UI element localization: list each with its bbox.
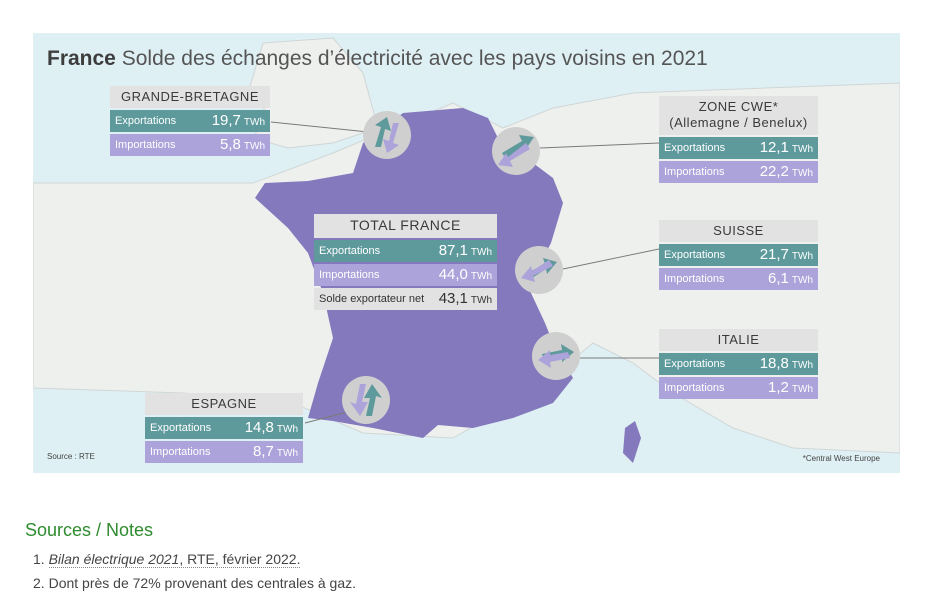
box-header-line1: ZONE CWE* (698, 99, 779, 114)
source-label: Source : RTE (47, 452, 95, 461)
unit: TWh (791, 167, 813, 179)
footnote-label: *Central West Europe (802, 454, 880, 463)
exports-row: Exportations 87,1 TWh (314, 239, 497, 262)
unit: TWh (791, 143, 813, 155)
exports-value: 14,8 (244, 419, 274, 437)
unit: TWh (791, 360, 813, 372)
exports-value: 19,7 (211, 112, 241, 130)
source-item-1: 1. Bilan électrique 2021, RTE, février 2… (33, 547, 356, 571)
exchange-icon-italie (532, 332, 580, 380)
net-label: Solde exportateur net (319, 292, 425, 305)
sources-title: Sources / Notes (25, 520, 154, 540)
imports-label: Importations (664, 273, 725, 286)
net-row: Solde exportateur net 43,1 TWh (314, 287, 497, 310)
imports-value: 5,8 (220, 136, 241, 154)
exports-label: Exportations (664, 141, 726, 154)
source-details: , RTE, février 2022. (179, 551, 301, 567)
map-title-bold: France (47, 47, 116, 70)
imports-row: Importations 8,7 TWh (145, 441, 303, 464)
source-title: Bilan électrique 2021 (48, 551, 180, 567)
box-zone-cwe: ZONE CWE* (Allemagne / Benelux) Exportat… (659, 96, 818, 183)
unit: TWh (791, 275, 813, 287)
unit: TWh (470, 246, 492, 258)
imports-row: Importations 22,2 TWh (659, 160, 818, 183)
imports-row: Importations 5,8 TWh (110, 134, 270, 157)
exports-label: Exportations (319, 244, 381, 257)
source-item-number: 1. (33, 551, 45, 567)
imports-label: Importations (319, 268, 380, 281)
unit: TWh (243, 141, 265, 153)
exchange-icon-espagne (342, 376, 390, 424)
source-link[interactable]: Bilan électrique 2021, RTE, février 2022… (48, 551, 301, 568)
exports-row: Exportations 12,1 TWh (659, 136, 818, 159)
unit: TWh (470, 294, 492, 306)
exports-row: Exportations 21,7 TWh (659, 244, 818, 267)
map-title: France Solde des échanges d’électricité … (47, 47, 708, 71)
unit: TWh (276, 448, 298, 460)
unit: TWh (470, 270, 492, 282)
source-text: Dont près de 72% provenant des centrales… (48, 575, 356, 591)
box-header: GRANDE-BRETAGNE (110, 86, 270, 109)
box-header: TOTAL FRANCE (314, 214, 497, 238)
exports-value: 18,8 (759, 355, 789, 373)
exports-value: 21,7 (759, 246, 789, 264)
imports-value: 6,1 (768, 270, 789, 288)
imports-value: 44,0 (438, 265, 468, 283)
exports-label: Exportations (150, 422, 212, 435)
imports-row: Importations 6,1 TWh (659, 268, 818, 291)
exports-label: Exportations (664, 249, 726, 262)
imports-value: 8,7 (253, 443, 274, 461)
exchange-icon-cwe (492, 127, 540, 175)
exports-value: 87,1 (438, 241, 468, 259)
box-suisse: SUISSE Exportations 21,7 TWh Importations… (659, 220, 818, 291)
sources-list: 1. Bilan électrique 2021, RTE, février 2… (33, 547, 356, 595)
imports-row: Importations 1,2 TWh (659, 377, 818, 400)
box-grande-bretagne: GRANDE-BRETAGNE Exportations 19,7 TWh Imp… (110, 86, 270, 157)
box-header: ESPAGNE (145, 393, 303, 416)
box-italie: ITALIE Exportations 18,8 TWh Importations… (659, 329, 818, 400)
exports-value: 12,1 (759, 138, 789, 156)
imports-label: Importations (664, 165, 725, 178)
imports-value: 1,2 (768, 379, 789, 397)
exchange-icon-gb (363, 111, 411, 159)
map-title-rest: Solde des échanges d’électricité avec le… (121, 47, 708, 70)
box-header: ZONE CWE* (Allemagne / Benelux) (659, 96, 818, 135)
exports-label: Exportations (115, 115, 177, 128)
imports-label: Importations (664, 382, 725, 395)
unit: TWh (276, 424, 298, 436)
imports-label: Importations (150, 446, 211, 459)
imports-value: 22,2 (759, 162, 789, 180)
imports-label: Importations (115, 139, 176, 152)
exports-row: Exportations 19,7 TWh (110, 110, 270, 133)
box-header: ITALIE (659, 329, 818, 352)
exports-label: Exportations (664, 358, 726, 371)
box-total-france: TOTAL FRANCE Exportations 87,1 TWh Import… (314, 214, 497, 310)
box-header: SUISSE (659, 220, 818, 243)
net-value: 43,1 (438, 289, 468, 307)
box-espagne: ESPAGNE Exportations 14,8 TWh Importation… (145, 393, 303, 464)
map-figure: France Solde des échanges d’électricité … (33, 33, 900, 473)
unit: TWh (791, 251, 813, 263)
unit: TWh (243, 117, 265, 129)
exchange-icon-suisse (515, 246, 563, 294)
exports-row: Exportations 18,8 TWh (659, 353, 818, 376)
source-item-2: 2. Dont près de 72% provenant des centra… (33, 571, 356, 595)
source-item-number: 2. (33, 575, 45, 591)
unit: TWh (791, 384, 813, 396)
imports-row: Importations 44,0 TWh (314, 263, 497, 286)
box-header-line2: (Allemagne / Benelux) (669, 115, 808, 131)
exports-row: Exportations 14,8 TWh (145, 417, 303, 440)
